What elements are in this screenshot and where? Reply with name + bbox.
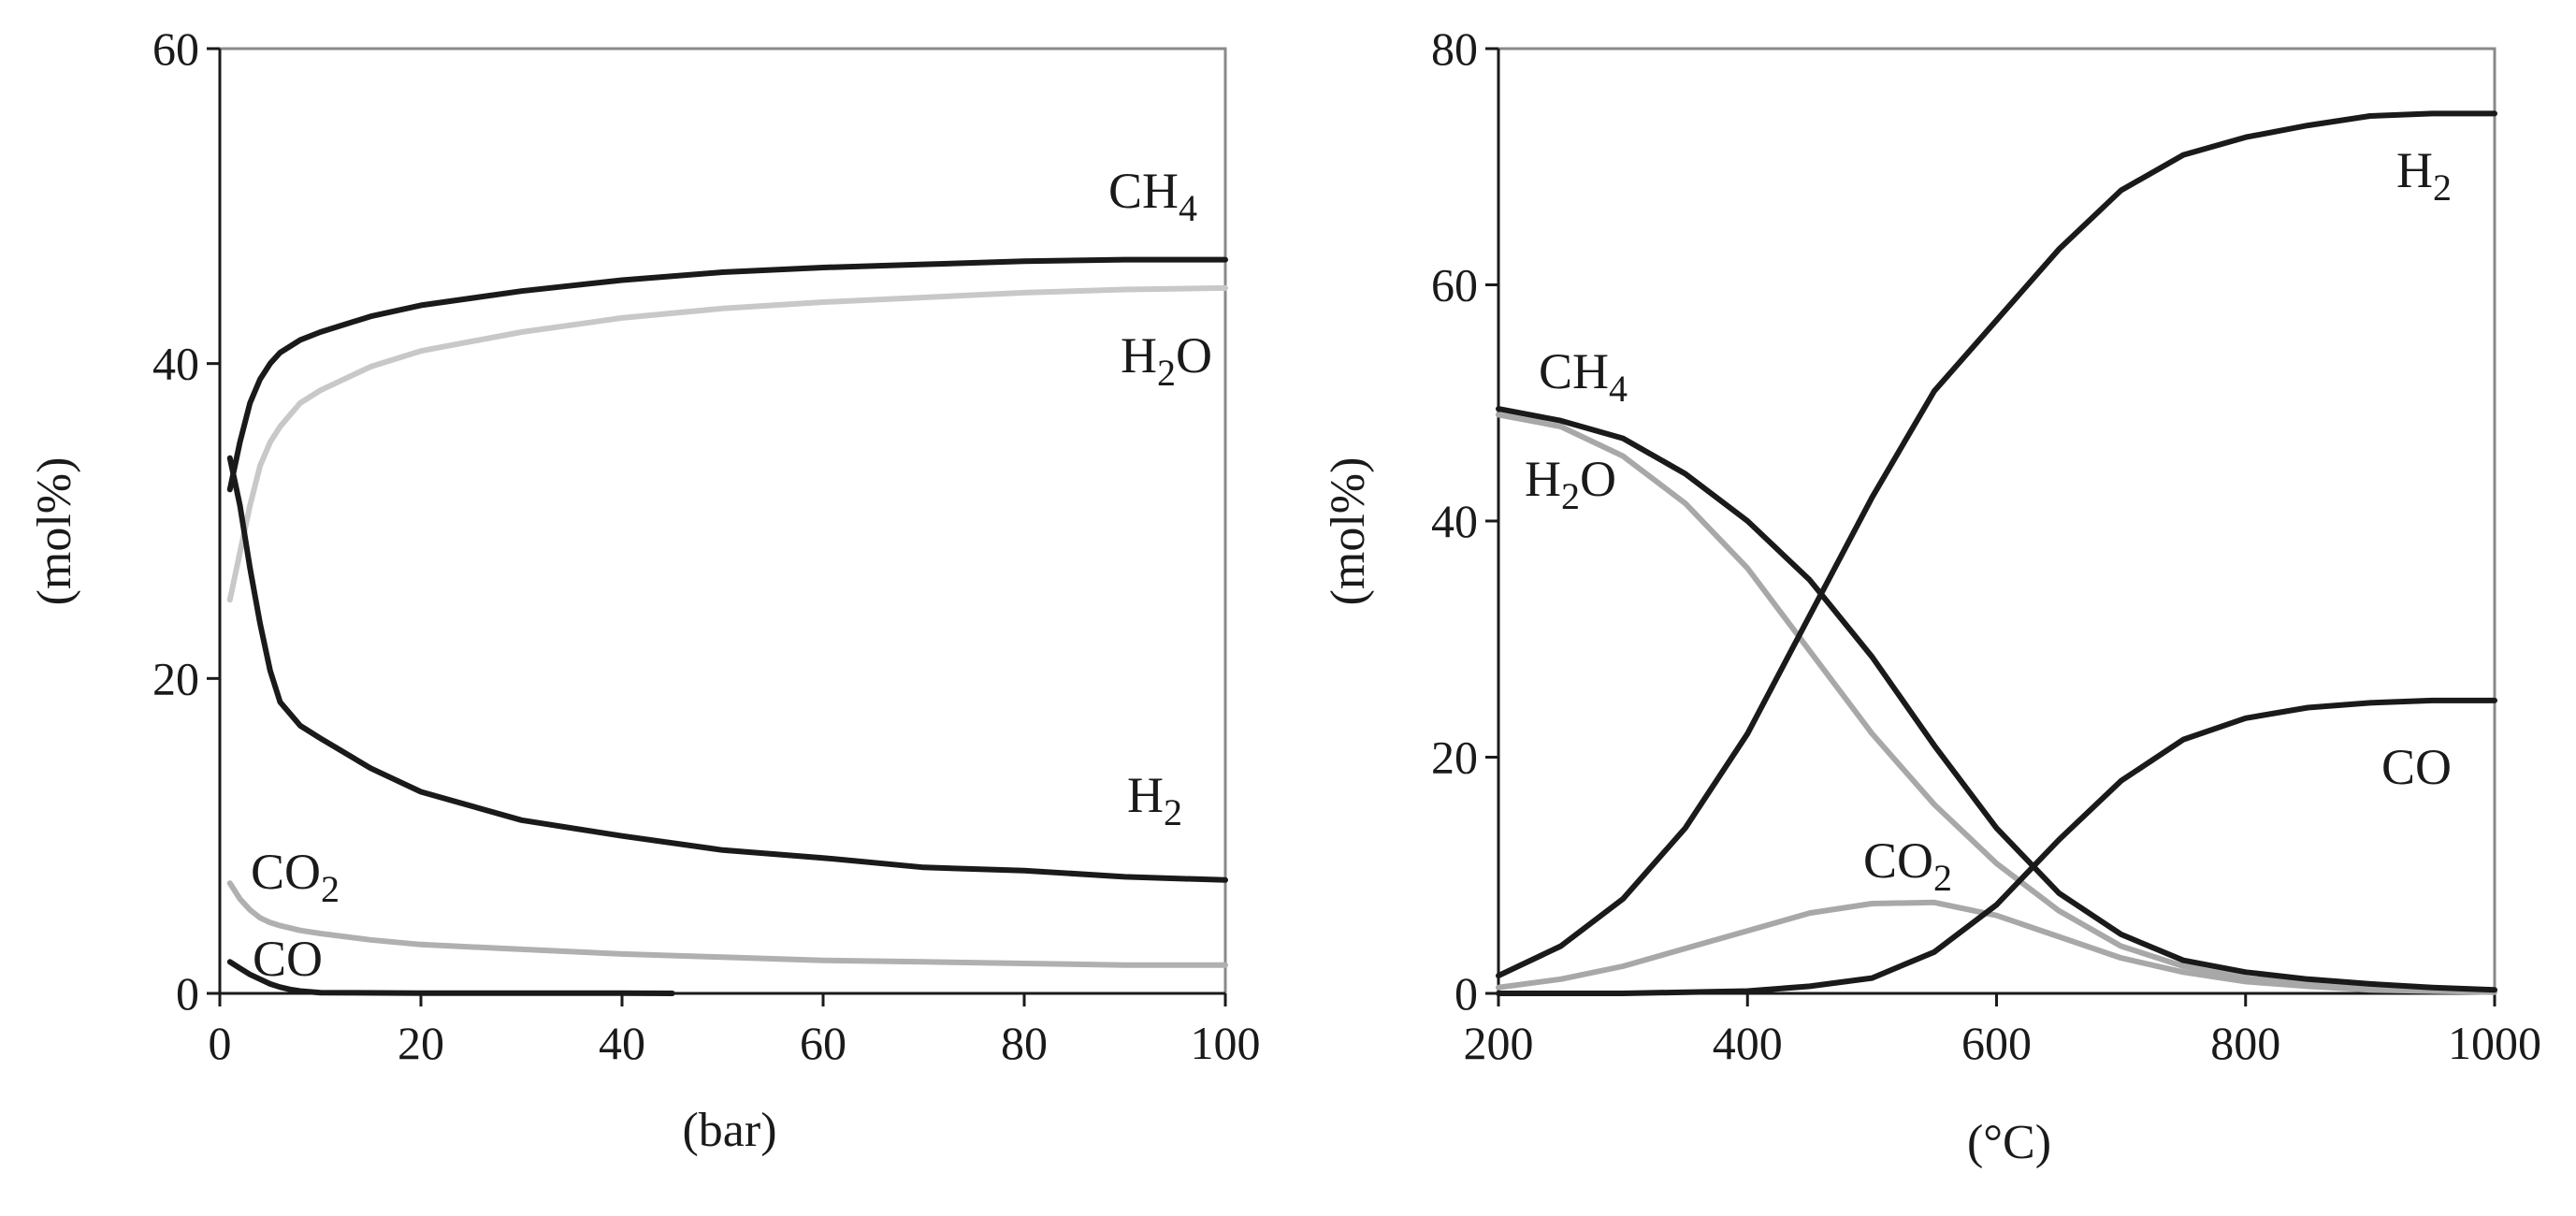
series-label-co2-left: CO2 bbox=[251, 844, 340, 910]
x-tick-label-left-0: 0 bbox=[209, 1017, 232, 1069]
series-line-h2-right bbox=[1496, 110, 2497, 979]
x-tick-label-right-400: 400 bbox=[1713, 1017, 1783, 1069]
panel-temperature: 200 400 600 800 1000 0 20 40 60 80 (°C) (mol%) H2… bbox=[1322, 22, 2541, 1169]
y-tick-label-right-40: 40 bbox=[1431, 495, 1478, 547]
x-tick-label-left-60: 60 bbox=[800, 1017, 847, 1069]
plot-frame-right bbox=[1497, 47, 2496, 995]
panel-pressure: 0 20 40 60 80 100 0 20 40 60 (bar) (mol%) CH4 H2O… bbox=[28, 22, 1261, 1157]
series-line-co2-left bbox=[226, 880, 1228, 968]
series-label-ch4-left: CH4 bbox=[1108, 163, 1197, 229]
x-tick-label-left-40: 40 bbox=[599, 1017, 645, 1069]
x-tick-label-left-100: 100 bbox=[1191, 1017, 1261, 1069]
series-label-ch4-right: CH4 bbox=[1539, 343, 1628, 410]
x-axis-label-left: (bar) bbox=[682, 1104, 776, 1157]
series-line-co-left bbox=[226, 959, 675, 996]
y-tick-label-left-0: 0 bbox=[176, 967, 199, 1020]
series-label-h2-left: H2 bbox=[1127, 767, 1182, 833]
series-line-ch4-left bbox=[226, 256, 1228, 493]
x-tick-label-right-800: 800 bbox=[2210, 1017, 2280, 1069]
y-tick-label-right-60: 60 bbox=[1431, 259, 1478, 311]
series-line-h2-left bbox=[226, 455, 1228, 883]
tick-group-right: 200 400 600 800 1000 0 20 40 60 80 bbox=[1431, 22, 2541, 1069]
series-line-co-right bbox=[1496, 697, 2497, 996]
y-tick-label-right-0: 0 bbox=[1454, 967, 1478, 1020]
tick-group-left: 0 20 40 60 80 100 0 20 40 60 bbox=[152, 22, 1261, 1069]
y-axis-label-left: (mol%) bbox=[28, 457, 81, 606]
series-label-h2o-right: H2O bbox=[1525, 451, 1616, 517]
series-group-right bbox=[1496, 110, 2497, 996]
y-axis-label-right: (mol%) bbox=[1322, 457, 1375, 606]
series-group-left bbox=[226, 256, 1228, 996]
series-label-h2-right: H2 bbox=[2396, 142, 2452, 209]
x-tick-label-right-600: 600 bbox=[1961, 1017, 2032, 1069]
series-line-co2-right bbox=[1496, 899, 2497, 995]
x-tick-label-right-200: 200 bbox=[1464, 1017, 1534, 1069]
y-tick-label-right-20: 20 bbox=[1431, 731, 1478, 784]
series-label-h2o-left: H2O bbox=[1121, 327, 1212, 394]
series-label-co-right: CO bbox=[2381, 739, 2452, 795]
y-tick-label-left-60: 60 bbox=[152, 22, 199, 75]
x-tick-label-right-1000: 1000 bbox=[2448, 1017, 2541, 1069]
y-tick-label-left-20: 20 bbox=[152, 652, 199, 704]
series-line-ch4-right bbox=[1496, 406, 2497, 993]
y-tick-label-right-80: 80 bbox=[1431, 22, 1478, 75]
series-label-co2-right: CO2 bbox=[1863, 832, 1952, 899]
x-tick-label-left-20: 20 bbox=[398, 1017, 444, 1069]
series-label-co-left: CO bbox=[253, 931, 323, 987]
x-tick-label-left-80: 80 bbox=[1001, 1017, 1048, 1069]
series-line-h2o-left bbox=[226, 284, 1228, 603]
x-axis-label-right: (°C) bbox=[1967, 1116, 2051, 1169]
y-tick-label-left-40: 40 bbox=[152, 338, 199, 390]
